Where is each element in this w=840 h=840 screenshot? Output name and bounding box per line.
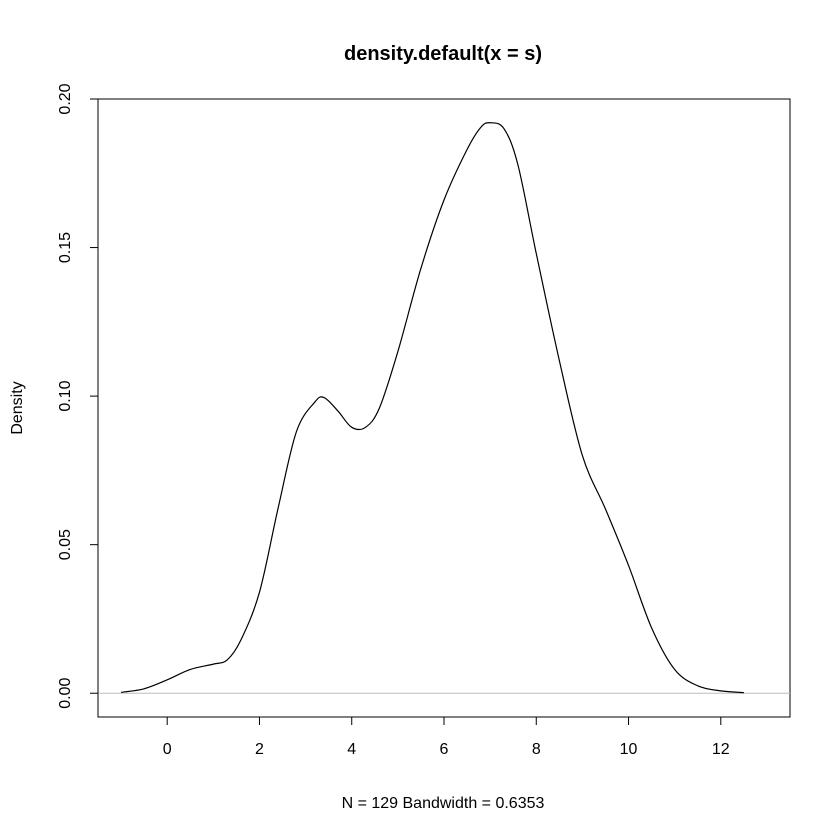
y-tick-label: 0.10 bbox=[57, 380, 74, 411]
x-tick-label: 12 bbox=[712, 741, 730, 758]
x-tick-label: 4 bbox=[347, 741, 356, 758]
chart-title: density.default(x = s) bbox=[344, 43, 542, 65]
y-tick-label: 0.20 bbox=[57, 83, 74, 114]
x-tick-label: 10 bbox=[620, 741, 638, 758]
x-tick-label: 2 bbox=[255, 741, 264, 758]
x-axis: 0 2 4 6 8 10 12 bbox=[163, 716, 730, 758]
y-axis-label: Density bbox=[9, 381, 26, 434]
y-tick-label: 0.05 bbox=[57, 529, 74, 560]
y-axis: 0.00 0.05 0.10 0.15 0.20 bbox=[57, 83, 99, 709]
density-curve-0 bbox=[120, 122, 744, 694]
x-tick-label: 6 bbox=[440, 741, 449, 758]
y-tick-label: 0.15 bbox=[57, 232, 74, 263]
y-tick-label: 0.00 bbox=[57, 678, 74, 709]
x-tick-label: 0 bbox=[163, 741, 172, 758]
plot-area bbox=[97, 98, 791, 718]
plot-frame bbox=[97, 98, 791, 718]
x-axis-label: N = 129 Bandwidth = 0.6353 bbox=[342, 795, 545, 812]
x-tick-label: 8 bbox=[532, 741, 541, 758]
